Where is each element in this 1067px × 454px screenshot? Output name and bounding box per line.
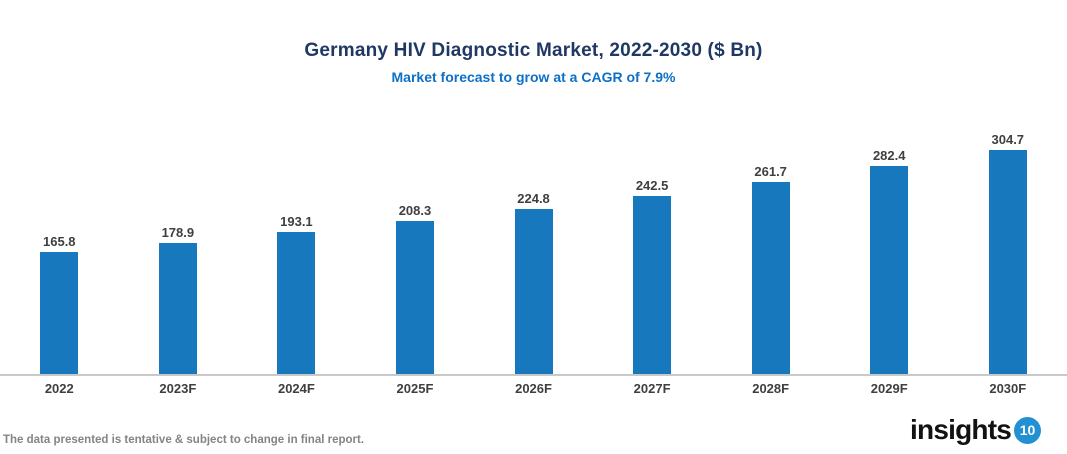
x-axis-label: 2026F [515,381,552,396]
bar-value-label: 165.8 [43,234,76,249]
bar [277,232,316,374]
bar-value-label: 282.4 [872,148,906,163]
bar-column-2023f: 178.9 [119,225,238,374]
x-axis-label: 2025F [396,381,434,396]
bar [40,252,79,374]
x-axis-label: 2030F [989,381,1027,396]
logo-text: insights [910,414,1012,445]
bar [514,209,553,374]
bar [988,150,1027,374]
plot-area: 165.8 178.9 193.1 208.3 224.8 242.5 261.7 282.4… [0,98,1067,396]
bar-value-label: 208.3 [398,203,432,218]
bar-column-2025f: 208.3 [356,203,475,374]
bar-column-2030f: 304.7 [949,132,1067,374]
insights10-logo: insights 10 [910,416,1041,444]
x-axis-label: 2029F [870,381,908,396]
bar-column-2027f: 242.5 [593,178,712,374]
x-axis-label: 2022 [44,381,74,396]
bar-column-2026f: 224.8 [474,191,593,374]
bar [395,221,434,374]
bar-column-2024f: 193.1 [237,214,356,374]
bar-value-label: 178.9 [161,225,195,240]
bar-column-2028f: 261.7 [711,164,830,374]
bar-value-label: 193.1 [280,214,313,229]
bar-value-label: 261.7 [754,164,787,179]
bar [633,196,672,374]
bar-column-2029f: 282.4 [830,148,949,374]
bar [158,243,197,374]
bar-column-2022: 165.8 [0,234,119,374]
chart-title: Germany HIV Diagnostic Market, 2022-2030… [304,40,763,61]
chart-header: Germany HIV Diagnostic Market, 2022-2030… [0,40,1067,85]
bar-value-label: 304.7 [991,132,1025,147]
disclaimer-text: The data presented is tentative & subjec… [3,434,365,446]
bar-value-label: 224.8 [517,191,550,206]
bar-value-label: 242.5 [635,178,669,193]
chart-subtitle: Market forecast to grow at a CAGR of 7.9… [391,69,676,85]
x-axis: 2022 2023F 2024F 2025F 2026F 2027F 2028F 2029F 2… [0,374,1067,396]
x-axis-label: 2024F [277,381,315,396]
x-axis-label: 2023F [159,381,197,396]
x-axis-label: 2027F [633,381,671,396]
bars-row: 165.8 178.9 193.1 208.3 224.8 242.5 261.7 282.4… [0,98,1067,374]
bar [870,166,909,374]
logo-badge-icon: 10 [1014,416,1041,444]
x-axis-label: 2028F [752,381,790,396]
bar [751,182,790,374]
